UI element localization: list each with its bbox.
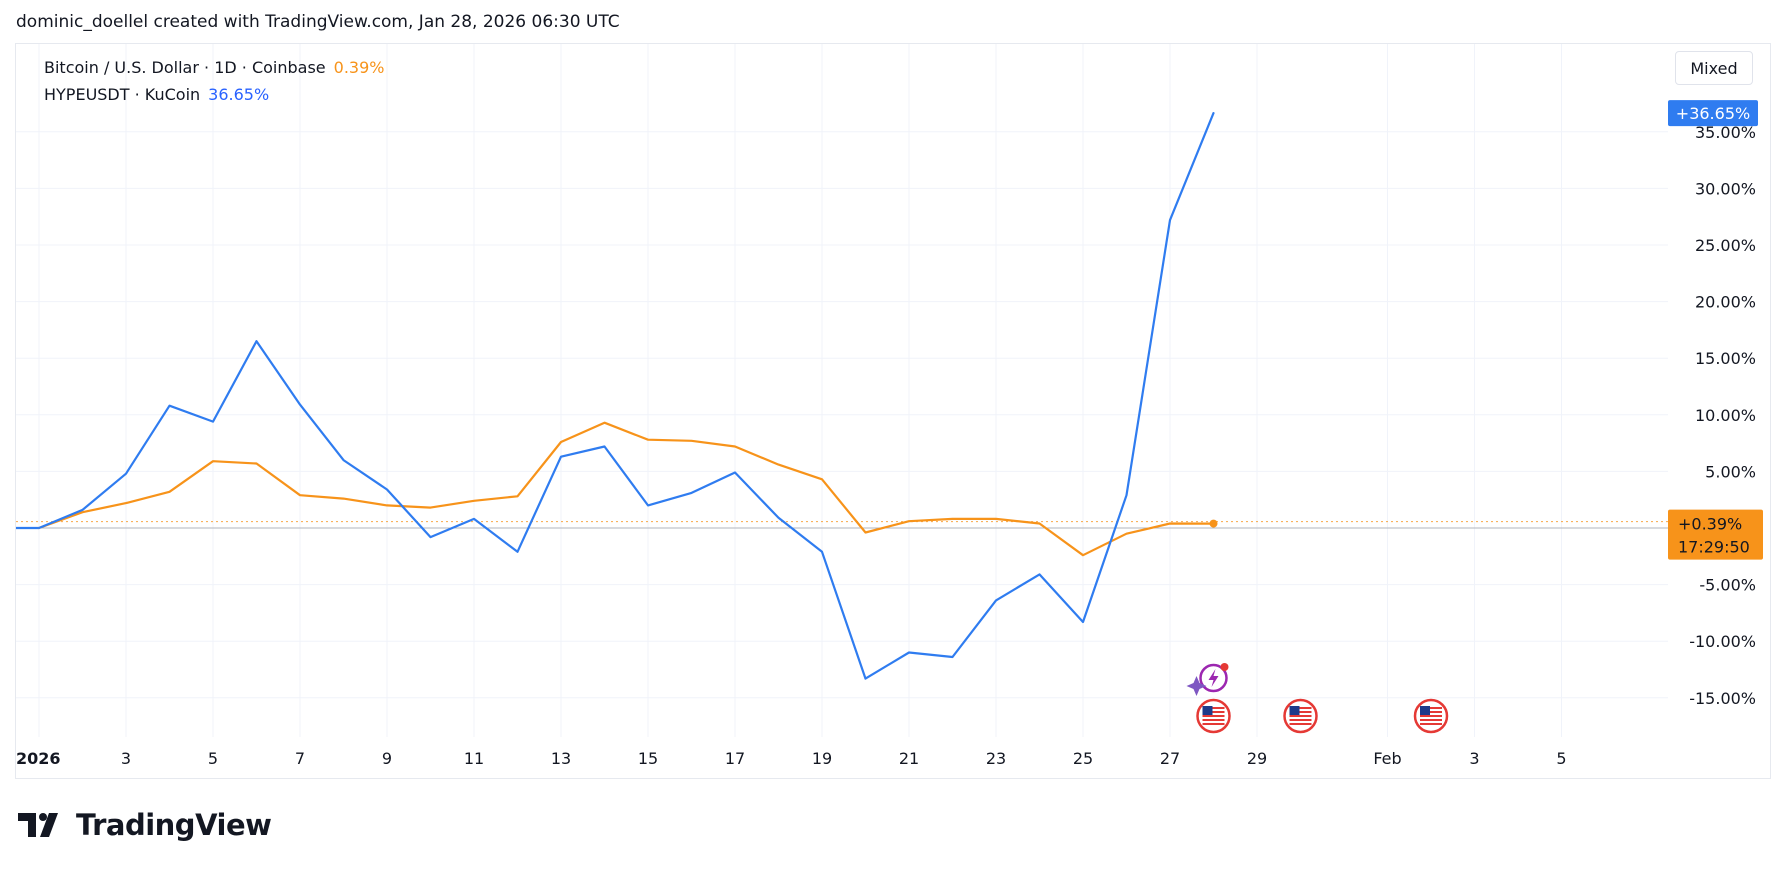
x-tick-label: 7 <box>295 749 305 768</box>
x-tick-label: 15 <box>638 749 658 768</box>
x-tick-label: 29 <box>1247 749 1267 768</box>
us-flag-event-icon <box>1413 698 1449 734</box>
us-flag-stripe <box>1202 711 1225 713</box>
x-tick-label: 25 <box>1073 749 1093 768</box>
btc-price-tag <box>1668 509 1763 560</box>
us-flag-event-icon <box>1196 698 1231 734</box>
x-tick-label: 21 <box>899 749 919 768</box>
us-flag-event-icon <box>1283 698 1318 734</box>
btc-last-point <box>1209 519 1218 528</box>
legend-hype[interactable]: HYPEUSDT · KuCoin 36.65% <box>44 85 269 104</box>
x-tick-label: 19 <box>812 749 832 768</box>
x-tick-label: 5 <box>208 749 218 768</box>
chart-canvas[interactable]: 35.00% 30.00% 25.00% 20.00% 15.00% 10.00% 5.00… <box>16 44 1772 780</box>
y-tick-label: -15.00% <box>1689 689 1756 708</box>
y-tick-label: 5.00% <box>1705 462 1756 481</box>
x-tick-label: 23 <box>986 749 1006 768</box>
us-flag-stripe <box>1289 715 1312 717</box>
us-flag-stripe <box>1420 715 1442 717</box>
y-tick-label: 25.00% <box>1695 236 1756 255</box>
x-tick-label: 5 <box>1556 749 1566 768</box>
us-flag-canton <box>1289 706 1300 715</box>
chart-credit: dominic_doellel created with TradingView… <box>16 12 620 32</box>
x-tick-label: 27 <box>1160 749 1180 768</box>
x-tick-label: 3 <box>1469 749 1479 768</box>
crypto-event-dot <box>1220 663 1229 671</box>
y-tick-label: 10.00% <box>1695 406 1756 425</box>
us-flag-stripe <box>1202 707 1225 709</box>
y-tick-label: 30.00% <box>1695 179 1756 198</box>
scale-mode-button[interactable]: Mixed <box>1675 51 1753 85</box>
hype-series-line <box>37 111 1215 680</box>
legend-btc-change: 0.39% <box>333 58 385 77</box>
y-tick-label: -5.00% <box>1699 576 1756 595</box>
x-tick-label: Feb <box>1373 749 1401 768</box>
y-tick-label: -10.00% <box>1689 632 1756 651</box>
us-flag-stripe <box>1420 723 1442 725</box>
legend-hype-label: HYPEUSDT · KuCoin <box>44 85 201 104</box>
tradingview-logo[interactable]: TradingView <box>18 808 272 842</box>
chart-frame: 35.00% 30.00% 25.00% 20.00% 15.00% 10.00% 5.00… <box>15 43 1771 779</box>
us-flag-stripe <box>1420 719 1442 721</box>
y-tick-label: 35.00% <box>1695 123 1756 142</box>
us-flag-stripe <box>1289 711 1312 713</box>
y-tick-label: 15.00% <box>1695 349 1756 368</box>
us-flag-stripe <box>1420 707 1442 709</box>
x-tick-label: 11 <box>464 749 484 768</box>
x-tick-label: 13 <box>551 749 571 768</box>
btc-series-line <box>37 421 1215 557</box>
crypto-event-sparkle <box>1186 676 1207 696</box>
us-flag-stripe <box>1202 715 1225 717</box>
btc-countdown-text: 17:29:50 <box>1678 538 1750 557</box>
x-tick-label: 3 <box>121 749 131 768</box>
legend-btc[interactable]: Bitcoin / U.S. Dollar · 1D · Coinbase 0.3… <box>44 58 384 77</box>
us-flag-stripe <box>1289 723 1312 725</box>
crypto-event-bolt <box>1208 669 1219 687</box>
legend-btc-label: Bitcoin / U.S. Dollar · 1D · Coinbase <box>44 58 326 77</box>
hype-price-tag <box>1668 100 1758 127</box>
y-tick-label: 20.00% <box>1695 293 1756 312</box>
us-flag-canton <box>1202 706 1213 715</box>
us-flag-stripe <box>1202 723 1225 725</box>
x-tick-label: 9 <box>382 749 392 768</box>
x-tick-label: 17 <box>725 749 745 768</box>
x-tick-label: 2026 <box>16 749 61 768</box>
us-flag-stripe <box>1289 707 1312 709</box>
crypto-event-ring <box>1199 663 1228 693</box>
us-flag-canton <box>1420 706 1430 715</box>
hype-price-tag-text: +36.65% <box>1676 104 1750 123</box>
us-flag-stripe <box>1202 719 1225 721</box>
us-flag-stripe <box>1420 711 1442 713</box>
legend-hype-change: 36.65% <box>208 85 270 104</box>
tradingview-logo-icon <box>18 813 58 837</box>
us-flag-stripe <box>1289 719 1312 721</box>
btc-price-tag-text: +0.39% <box>1678 515 1742 534</box>
tradingview-wordmark: TradingView <box>76 808 272 842</box>
crypto-event-icon <box>1186 663 1229 696</box>
